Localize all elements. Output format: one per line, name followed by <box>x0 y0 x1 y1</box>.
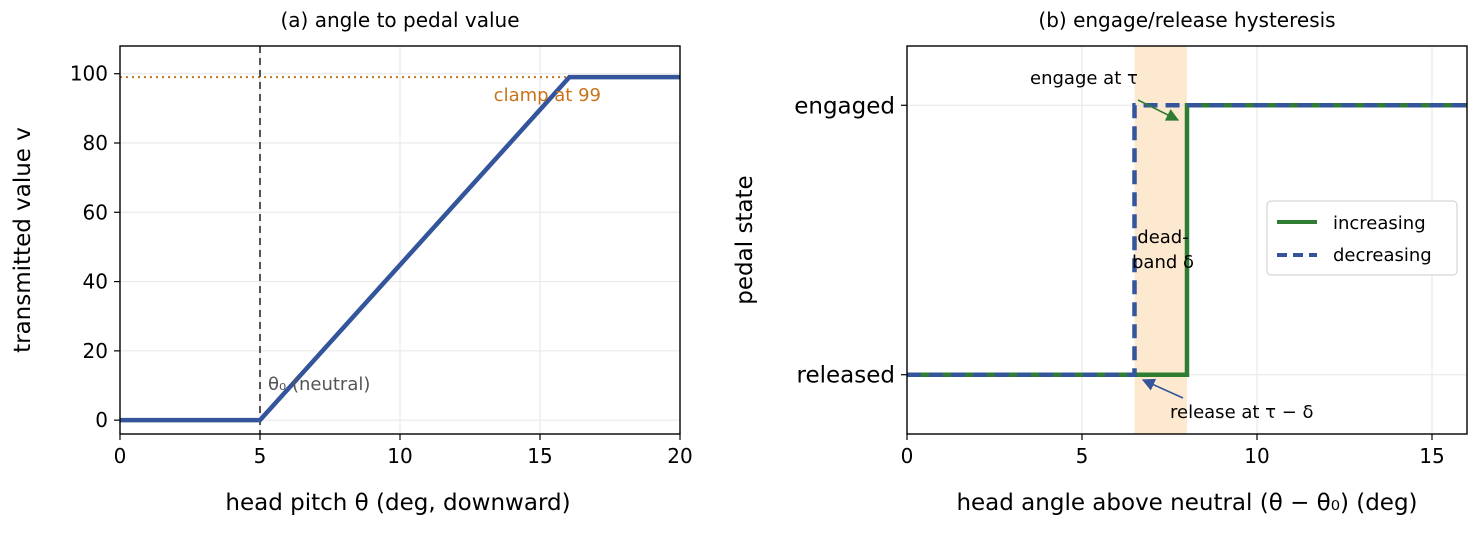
panel-b-x-tick-label: 10 <box>1244 444 1269 468</box>
panel-a-reference-lines <box>120 46 680 434</box>
panel-a-title: (a) angle to pedal value <box>281 8 520 32</box>
panel-a-ylabel: transmitted value v <box>10 127 36 353</box>
panel-b: (b) engage/release hysteresis 0 5 10 15 rele… <box>732 8 1468 516</box>
panel-a: (a) angle to pedal value 0 5 10 15 20 0 20 40 60… <box>10 8 693 516</box>
dead-band-label-line2: band δ <box>1132 252 1194 273</box>
release-arrow <box>1141 378 1184 399</box>
panel-a-x-tick-label: 20 <box>667 444 692 468</box>
panel-b-x-tick-label: 0 <box>901 444 914 468</box>
panel-a-x-tick-label: 15 <box>527 444 552 468</box>
clamp-label: clamp at 99 <box>494 85 601 106</box>
panel-b-ticks: 0 5 10 15 released engaged <box>794 93 1445 468</box>
legend-label-increasing: increasing <box>1333 213 1426 234</box>
panel-b-x-tick-label: 5 <box>1076 444 1089 468</box>
panel-a-y-tick-label: 40 <box>83 270 108 294</box>
panel-a-y-tick-label: 20 <box>83 339 108 363</box>
engage-annotation: engage at τ <box>1030 68 1138 89</box>
release-annotation: release at τ − δ <box>1170 402 1314 423</box>
panel-b-ylabel: pedal state <box>732 175 758 304</box>
panel-b-y-tick-label: released <box>797 363 895 389</box>
panel-a-xlabel: head pitch θ (deg, downward) <box>225 490 570 516</box>
panel-a-y-tick-label: 80 <box>83 131 108 155</box>
panel-a-value-line <box>120 74 680 423</box>
panel-b-frame <box>906 45 1468 435</box>
legend: increasing decreasing <box>1266 200 1458 276</box>
panel-a-y-tick-label: 100 <box>70 62 108 86</box>
series-decreasing <box>907 103 1467 377</box>
panel-a-x-tick-label: 0 <box>114 444 127 468</box>
panel-a-y-tick-label: 60 <box>83 200 108 224</box>
panel-a-series <box>120 74 680 423</box>
neutral-label: θ₀ (neutral) <box>268 374 370 395</box>
panel-b-y-tick-label: engaged <box>794 93 895 119</box>
dead-band-label-line1: dead- <box>1137 227 1188 248</box>
panel-a-ticks: 0 5 10 15 20 0 20 40 60 80 100 <box>70 62 693 468</box>
panel-b-x-tick-label: 15 <box>1419 444 1444 468</box>
panel-a-x-tick-label: 10 <box>387 444 412 468</box>
panel-a-y-tick-label: 0 <box>95 408 108 432</box>
panel-b-title: (b) engage/release hysteresis <box>1038 8 1335 32</box>
panel-a-x-tick-label: 5 <box>254 444 267 468</box>
panel-b-xlabel: head angle above neutral (θ − θ₀) (deg) <box>956 490 1417 516</box>
engage-arrow <box>1137 99 1180 121</box>
panel-b-series <box>907 103 1467 377</box>
legend-label-decreasing: decreasing <box>1333 245 1432 266</box>
